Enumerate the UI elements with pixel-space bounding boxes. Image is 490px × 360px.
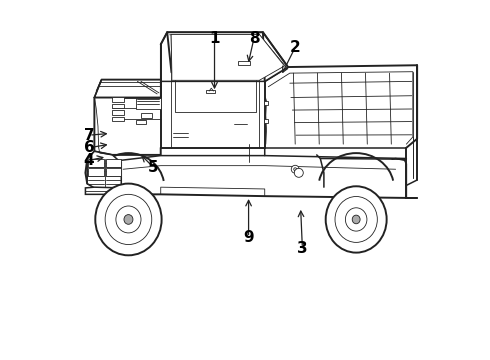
Polygon shape bbox=[136, 120, 147, 125]
Text: 1: 1 bbox=[209, 31, 220, 46]
Polygon shape bbox=[106, 168, 121, 176]
Polygon shape bbox=[112, 104, 124, 108]
Polygon shape bbox=[88, 159, 104, 167]
Ellipse shape bbox=[345, 208, 367, 231]
Polygon shape bbox=[206, 90, 215, 93]
Polygon shape bbox=[161, 32, 288, 81]
Ellipse shape bbox=[116, 206, 141, 233]
Text: 3: 3 bbox=[297, 240, 308, 256]
Polygon shape bbox=[238, 61, 250, 64]
Ellipse shape bbox=[95, 184, 162, 255]
Polygon shape bbox=[265, 101, 269, 105]
Polygon shape bbox=[112, 117, 124, 121]
Ellipse shape bbox=[326, 186, 387, 253]
Ellipse shape bbox=[105, 194, 152, 244]
Polygon shape bbox=[265, 119, 269, 123]
Ellipse shape bbox=[335, 197, 377, 242]
Polygon shape bbox=[85, 187, 123, 194]
Ellipse shape bbox=[352, 215, 360, 224]
Polygon shape bbox=[141, 113, 152, 118]
Text: 8: 8 bbox=[248, 31, 259, 46]
Polygon shape bbox=[88, 168, 104, 176]
Ellipse shape bbox=[294, 168, 303, 177]
Ellipse shape bbox=[291, 165, 299, 173]
Ellipse shape bbox=[294, 168, 296, 171]
Text: 4: 4 bbox=[84, 153, 94, 168]
Polygon shape bbox=[136, 98, 161, 109]
Text: 9: 9 bbox=[243, 230, 254, 245]
Polygon shape bbox=[112, 97, 124, 102]
Polygon shape bbox=[106, 159, 121, 167]
Polygon shape bbox=[87, 151, 122, 188]
Polygon shape bbox=[112, 110, 124, 115]
Polygon shape bbox=[95, 80, 161, 98]
Text: 6: 6 bbox=[84, 140, 95, 155]
Text: 7: 7 bbox=[84, 128, 94, 143]
Text: 5: 5 bbox=[148, 160, 159, 175]
Polygon shape bbox=[171, 35, 285, 80]
Text: 2: 2 bbox=[290, 40, 300, 55]
Ellipse shape bbox=[124, 215, 133, 224]
